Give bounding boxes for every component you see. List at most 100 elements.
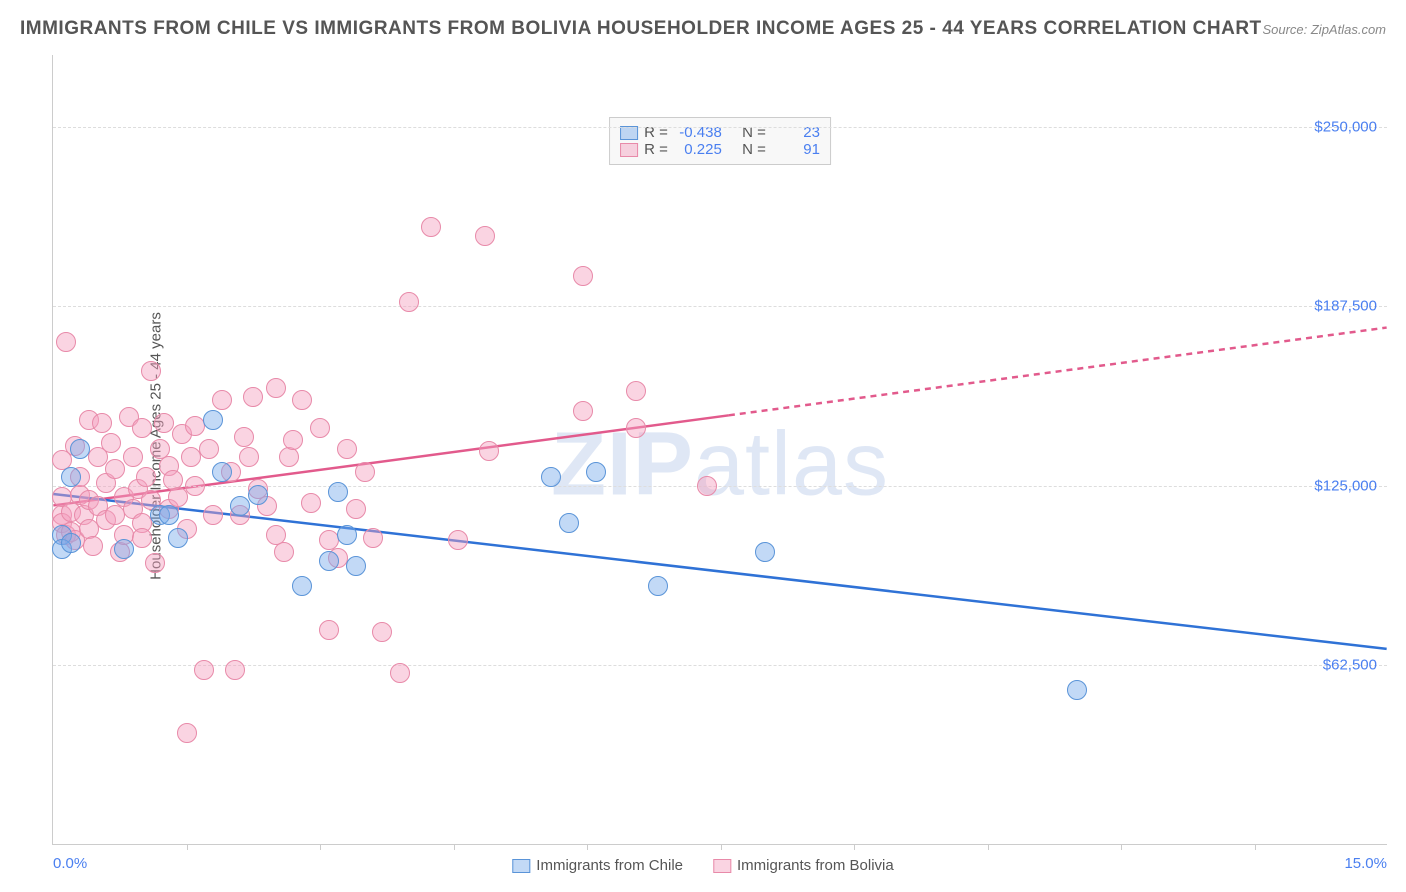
data-point-bolivia: [310, 418, 330, 438]
data-point-bolivia: [141, 361, 161, 381]
data-point-chile: [755, 542, 775, 562]
data-point-chile: [586, 462, 606, 482]
data-point-bolivia: [279, 447, 299, 467]
data-point-chile: [328, 482, 348, 502]
data-point-bolivia: [346, 499, 366, 519]
data-point-bolivia: [355, 462, 375, 482]
r-label: R =: [644, 141, 668, 158]
data-point-bolivia: [266, 378, 286, 398]
legend-label-bolivia: Immigrants from Bolivia: [737, 857, 894, 874]
x-tick: [320, 844, 321, 850]
x-tick: [1121, 844, 1122, 850]
data-point-bolivia: [448, 530, 468, 550]
data-point-bolivia: [363, 528, 383, 548]
data-point-chile: [212, 462, 232, 482]
data-point-bolivia: [132, 418, 152, 438]
data-point-bolivia: [105, 459, 125, 479]
data-point-bolivia: [319, 620, 339, 640]
y-tick-label: $62,500: [1323, 657, 1377, 674]
data-point-chile: [319, 551, 339, 571]
series-legend: Immigrants from Chile Immigrants from Bo…: [512, 857, 893, 874]
data-point-chile: [541, 467, 561, 487]
data-point-chile: [61, 467, 81, 487]
data-point-chile: [346, 556, 366, 576]
x-max-label: 15.0%: [1344, 855, 1387, 872]
data-point-chile: [61, 533, 81, 553]
data-point-bolivia: [390, 663, 410, 683]
data-point-bolivia: [194, 660, 214, 680]
data-point-bolivia: [145, 553, 165, 573]
data-point-bolivia: [225, 660, 245, 680]
y-tick-label: $187,500: [1314, 298, 1377, 315]
data-point-bolivia: [136, 467, 156, 487]
data-point-bolivia: [239, 447, 259, 467]
source-label: Source: ZipAtlas.com: [1262, 22, 1386, 37]
data-point-bolivia: [132, 528, 152, 548]
data-point-bolivia: [337, 439, 357, 459]
legend-item: Immigrants from Chile: [512, 857, 683, 874]
n-value-bolivia: 91: [772, 141, 820, 158]
data-point-chile: [337, 525, 357, 545]
data-point-bolivia: [56, 332, 76, 352]
data-point-chile: [248, 485, 268, 505]
swatch-chile: [512, 859, 530, 873]
data-point-bolivia: [626, 381, 646, 401]
grid-line: [53, 127, 1387, 128]
data-point-chile: [114, 539, 134, 559]
data-point-bolivia: [212, 390, 232, 410]
data-point-bolivia: [475, 226, 495, 246]
legend-row: R = 0.225 N = 91: [620, 141, 820, 158]
data-point-bolivia: [697, 476, 717, 496]
data-point-bolivia: [177, 723, 197, 743]
legend-label-chile: Immigrants from Chile: [536, 857, 683, 874]
data-point-chile: [230, 496, 250, 516]
data-point-chile: [648, 576, 668, 596]
swatch-bolivia: [620, 143, 638, 157]
data-point-chile: [559, 513, 579, 533]
data-point-bolivia: [101, 433, 121, 453]
swatch-bolivia: [713, 859, 731, 873]
data-point-bolivia: [399, 292, 419, 312]
x-tick: [1255, 844, 1256, 850]
correlation-legend: R = -0.438 N = 23 R = 0.225 N = 91: [609, 117, 831, 165]
data-point-bolivia: [185, 476, 205, 496]
legend-item: Immigrants from Bolivia: [713, 857, 894, 874]
data-point-bolivia: [372, 622, 392, 642]
data-point-chile: [159, 505, 179, 525]
x-tick: [721, 844, 722, 850]
data-point-chile: [168, 528, 188, 548]
data-point-bolivia: [479, 441, 499, 461]
data-point-chile: [70, 439, 90, 459]
data-point-chile: [292, 576, 312, 596]
grid-line: [53, 306, 1387, 307]
data-point-bolivia: [154, 413, 174, 433]
n-label: N =: [742, 141, 766, 158]
x-min-label: 0.0%: [53, 855, 87, 872]
x-tick: [988, 844, 989, 850]
data-point-bolivia: [573, 401, 593, 421]
x-tick: [454, 844, 455, 850]
data-point-bolivia: [421, 217, 441, 237]
x-tick: [587, 844, 588, 850]
data-point-bolivia: [123, 447, 143, 467]
y-tick-label: $250,000: [1314, 118, 1377, 135]
r-value-bolivia: 0.225: [674, 141, 722, 158]
data-point-bolivia: [274, 542, 294, 562]
data-point-chile: [1067, 680, 1087, 700]
x-tick: [187, 844, 188, 850]
data-point-bolivia: [626, 418, 646, 438]
data-point-chile: [203, 410, 223, 430]
data-point-bolivia: [573, 266, 593, 286]
grid-line: [53, 665, 1387, 666]
y-tick-label: $125,000: [1314, 477, 1377, 494]
x-tick: [854, 844, 855, 850]
data-point-bolivia: [92, 413, 112, 433]
data-point-bolivia: [301, 493, 321, 513]
chart-title: IMMIGRANTS FROM CHILE VS IMMIGRANTS FROM…: [20, 18, 1262, 40]
data-point-bolivia: [234, 427, 254, 447]
data-point-bolivia: [283, 430, 303, 450]
data-point-bolivia: [199, 439, 219, 459]
data-point-bolivia: [203, 505, 223, 525]
data-point-bolivia: [292, 390, 312, 410]
data-point-bolivia: [243, 387, 263, 407]
